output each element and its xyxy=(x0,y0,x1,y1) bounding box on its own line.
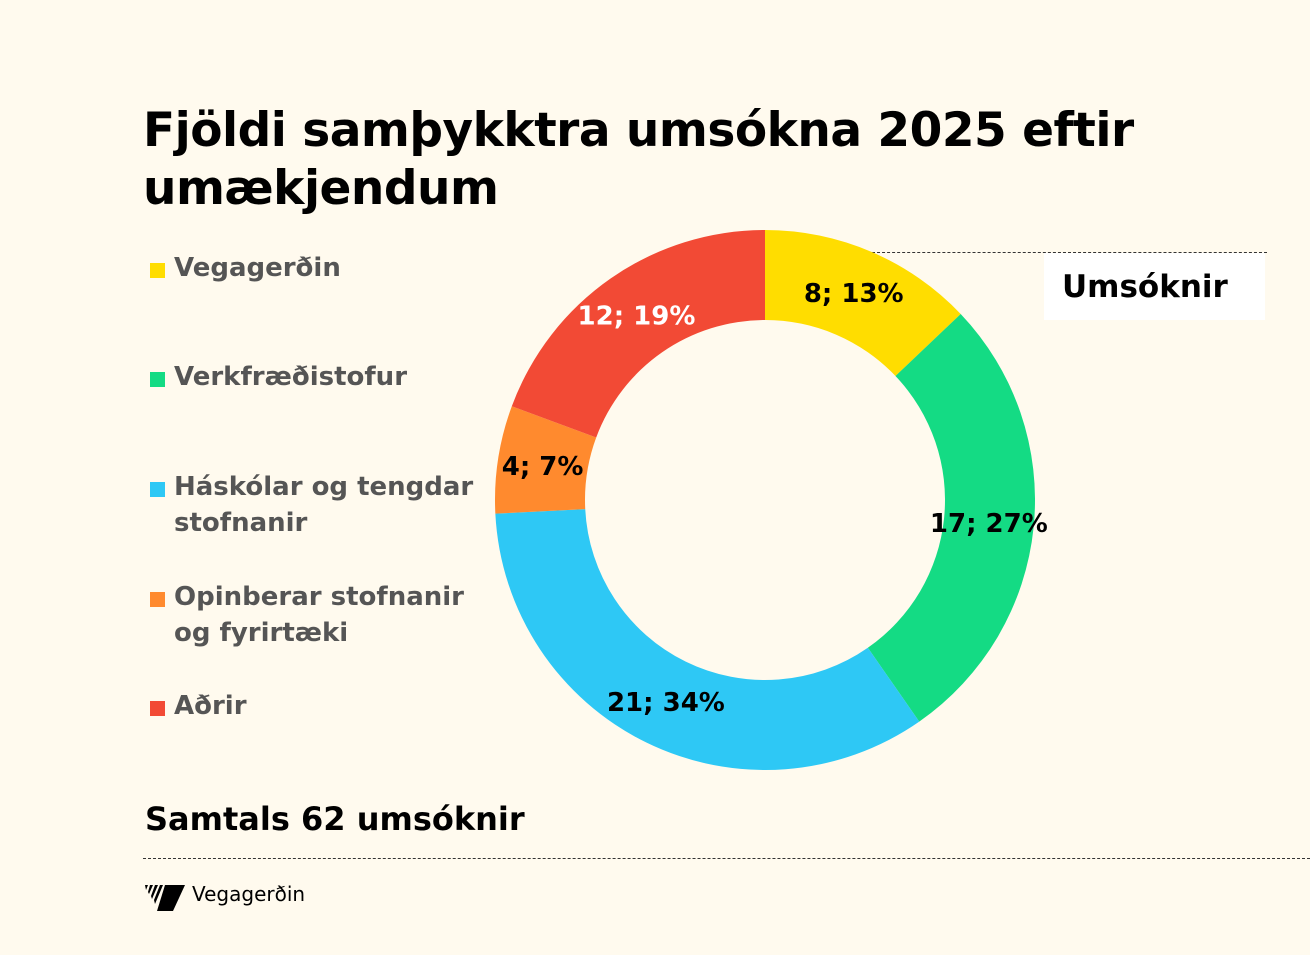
chart-title: Fjöldi samþykktra umsókna 2025 eftir umæ… xyxy=(143,103,1134,216)
legend-item: Opinberar stofnanir og fyrirtæki xyxy=(150,579,490,651)
legend-label: Verkfræðistofur xyxy=(174,362,408,392)
divider xyxy=(143,858,1310,859)
brand-name: Vegagerðin xyxy=(192,882,306,906)
series-label: Umsóknir xyxy=(1062,269,1228,305)
legend-item: Vegagerðin xyxy=(150,250,490,286)
data-label-3: 4; 7% xyxy=(502,452,584,482)
legend-item: Verkfræðistofur xyxy=(150,359,490,395)
data-label-0: 8; 13% xyxy=(804,279,904,309)
legend-swatch xyxy=(150,263,165,278)
slice-3 xyxy=(495,406,597,514)
slice-4 xyxy=(511,229,765,438)
legend-label: Háskólar og tengdar stofnanir xyxy=(174,472,474,538)
legend-swatch xyxy=(150,701,165,716)
data-label-4: 12; 19% xyxy=(578,301,696,331)
vegagerdin-logo xyxy=(145,885,185,911)
slice-0 xyxy=(765,230,961,376)
divider xyxy=(872,252,1267,253)
slice-1 xyxy=(867,313,1035,722)
legend-swatch xyxy=(150,372,165,387)
total-note: Samtals 62 umsóknir xyxy=(145,800,525,838)
legend-swatch xyxy=(150,482,165,497)
data-label-2: 21; 34% xyxy=(607,688,725,718)
legend-item: Aðrir xyxy=(150,688,490,724)
legend-item: Háskólar og tengdar stofnanir xyxy=(150,469,490,541)
legend-label: Opinberar stofnanir og fyrirtæki xyxy=(174,582,464,648)
data-label-1: 17; 27% xyxy=(930,509,1048,539)
legend-swatch xyxy=(150,592,165,607)
slice-2 xyxy=(495,509,920,770)
legend-label: Vegagerðin xyxy=(174,253,341,283)
legend-label: Aðrir xyxy=(174,691,247,721)
series-label-box: Umsóknir xyxy=(1044,253,1265,320)
